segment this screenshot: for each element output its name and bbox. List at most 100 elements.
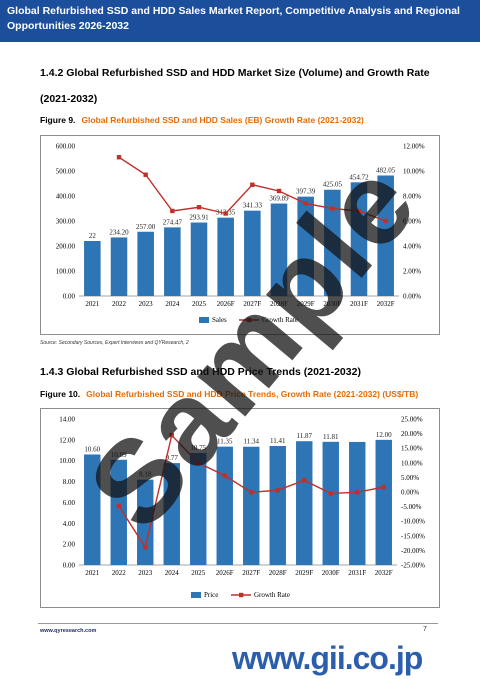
gii-watermark: www.gii.co.jp xyxy=(232,640,423,676)
right-axis-tick: 25.00% xyxy=(401,416,423,424)
figure-9-caption: Figure 9. Global Refurbished SSD and HDD … xyxy=(40,115,364,125)
right-axis-tick: 12.00% xyxy=(403,143,425,151)
left-axis-tick: 300.00 xyxy=(56,218,76,226)
left-axis-tick: 0.00 xyxy=(63,293,76,301)
bar-value-label: 11.34 xyxy=(244,438,260,446)
growth-rate-point xyxy=(381,484,386,490)
footer-url[interactable]: www.qyresearch.com xyxy=(40,628,97,634)
right-axis-tick: 8.00% xyxy=(403,193,421,201)
bar-value-label: 22 xyxy=(89,232,97,240)
sales-growth-chart: 0.00 100.00 200.00 300.00 400.00 500.00 600.00… xyxy=(56,143,425,325)
right-axis-tick: -10.00% xyxy=(401,518,425,526)
left-axis-tick: 200.00 xyxy=(56,243,76,251)
x-tick-label: 2029F xyxy=(297,300,315,308)
right-axis-tick: -15.00% xyxy=(401,532,425,540)
bar-2032F xyxy=(377,175,394,296)
growth-rate-point xyxy=(355,490,360,495)
left-axis-tick: 500.00 xyxy=(56,168,76,176)
right-axis-tick: 15.00% xyxy=(401,445,423,453)
bar-2025 xyxy=(190,452,207,565)
growth-rate-point xyxy=(143,544,148,550)
bar-2026F xyxy=(216,446,233,565)
x-tick-label: 2030F xyxy=(323,300,341,308)
growth-rate-point xyxy=(330,206,335,211)
legend-line-marker xyxy=(247,317,252,323)
left-axis-tick: 400.00 xyxy=(56,193,76,201)
left-axis-tick: 2.00 xyxy=(63,541,76,549)
x-tick-label: 2021 xyxy=(85,300,100,308)
bar-2022 xyxy=(110,237,128,296)
source-note: Source: Secondary Sources, Expert Interv… xyxy=(40,340,189,346)
bar-value-label: 11.87 xyxy=(297,432,313,440)
legend-line-label: Growth Rate xyxy=(254,591,290,599)
legend-bar-label: Sales xyxy=(212,316,227,324)
bar-2030F xyxy=(322,441,339,565)
page-number: 7 xyxy=(423,626,427,633)
x-tick-label: 2023 xyxy=(139,300,154,308)
section-heading-years: (2021-2032) xyxy=(40,93,98,105)
bar-value-label: 10.09 xyxy=(111,451,127,459)
figure-10-chart-frame: 0.00 2.00 4.00 6.00 8.00 10.00 12.00 14.00 -25.0… xyxy=(40,408,440,608)
right-axis-tick: 2.00% xyxy=(403,268,421,276)
growth-rate-point xyxy=(223,211,228,216)
growth-rate-point xyxy=(328,491,333,496)
footer-divider xyxy=(38,623,438,624)
bar-value-label: 293.91 xyxy=(189,214,209,222)
x-tick-label: 2027F xyxy=(242,569,260,577)
bar-2031F xyxy=(349,441,366,565)
left-axis-tick: 6.00 xyxy=(63,499,76,507)
growth-rate-point xyxy=(383,218,388,224)
right-axis-tick: 5.00% xyxy=(401,474,419,482)
x-tick-label: 2029F xyxy=(295,569,313,577)
x-tick-label: 2028F xyxy=(269,569,287,577)
bar-2023 xyxy=(137,479,154,565)
x-tick-label: 2024 xyxy=(165,569,180,577)
bar-value-label: 8.18 xyxy=(139,471,152,479)
x-tick-label: 2027F xyxy=(243,300,261,308)
x-tick-label: 2025 xyxy=(192,300,207,308)
bar-2024 xyxy=(164,227,181,296)
report-header: Global Refurbished SSD and HDD Sales Mar… xyxy=(0,0,480,42)
growth-rate-point xyxy=(222,473,227,478)
bar-2029F xyxy=(297,196,314,296)
right-axis-tick: -25.00% xyxy=(401,562,425,570)
bar-2029F xyxy=(296,441,313,565)
growth-rate-point xyxy=(250,182,255,187)
bar-value-label: 454.72 xyxy=(349,173,369,181)
x-tick-label: 2022 xyxy=(112,300,127,308)
price-growth-chart: 0.00 2.00 4.00 6.00 8.00 10.00 12.00 14.00 -25.0… xyxy=(59,416,425,600)
bar-2022 xyxy=(110,459,127,565)
bar-2024 xyxy=(163,463,180,565)
bar-value-label: 9.77 xyxy=(166,454,179,462)
x-tick-label: 2025 xyxy=(191,569,206,577)
legend-bar-swatch xyxy=(191,592,201,598)
growth-rate-point xyxy=(116,155,122,160)
left-axis-tick: 0.00 xyxy=(63,562,76,570)
growth-rate-point xyxy=(275,488,280,493)
legend-bar-swatch xyxy=(199,317,209,323)
bar-value-label: 274.47 xyxy=(163,218,183,226)
bar-2028F xyxy=(269,446,286,565)
left-axis-tick: 600.00 xyxy=(56,143,76,151)
x-tick-label: 2021 xyxy=(85,569,100,577)
figure-10-title: Global Refurbished SSD and HDD Price Tre… xyxy=(86,389,419,399)
right-axis-tick: 6.00% xyxy=(403,218,421,226)
bar-2023 xyxy=(137,231,154,296)
bar-2028F xyxy=(270,203,288,296)
left-axis-tick: 14.00 xyxy=(59,416,75,424)
right-axis-tick: -20.00% xyxy=(401,547,425,555)
x-tick-label: 2032F xyxy=(377,300,395,308)
growth-rate-point xyxy=(249,490,254,495)
growth-rate-point xyxy=(276,188,282,194)
growth-rate-point xyxy=(116,503,121,509)
bar-value-label: 11.81 xyxy=(323,433,339,441)
figure-10-label: Figure 10. xyxy=(40,389,81,399)
figure-9-chart-frame: 0.00 100.00 200.00 300.00 400.00 500.00 600.00… xyxy=(40,135,440,335)
growth-rate-point xyxy=(143,172,148,177)
growth-rate-point xyxy=(196,205,202,210)
bar-value-label: 12.00 xyxy=(376,431,392,439)
bar-value-label: 397.39 xyxy=(296,188,316,196)
figure-9-title: Global Refurbished SSD and HDD Sales (EB… xyxy=(81,115,364,125)
bar-2026F xyxy=(217,217,234,296)
right-axis-tick: 10.00% xyxy=(401,459,423,467)
